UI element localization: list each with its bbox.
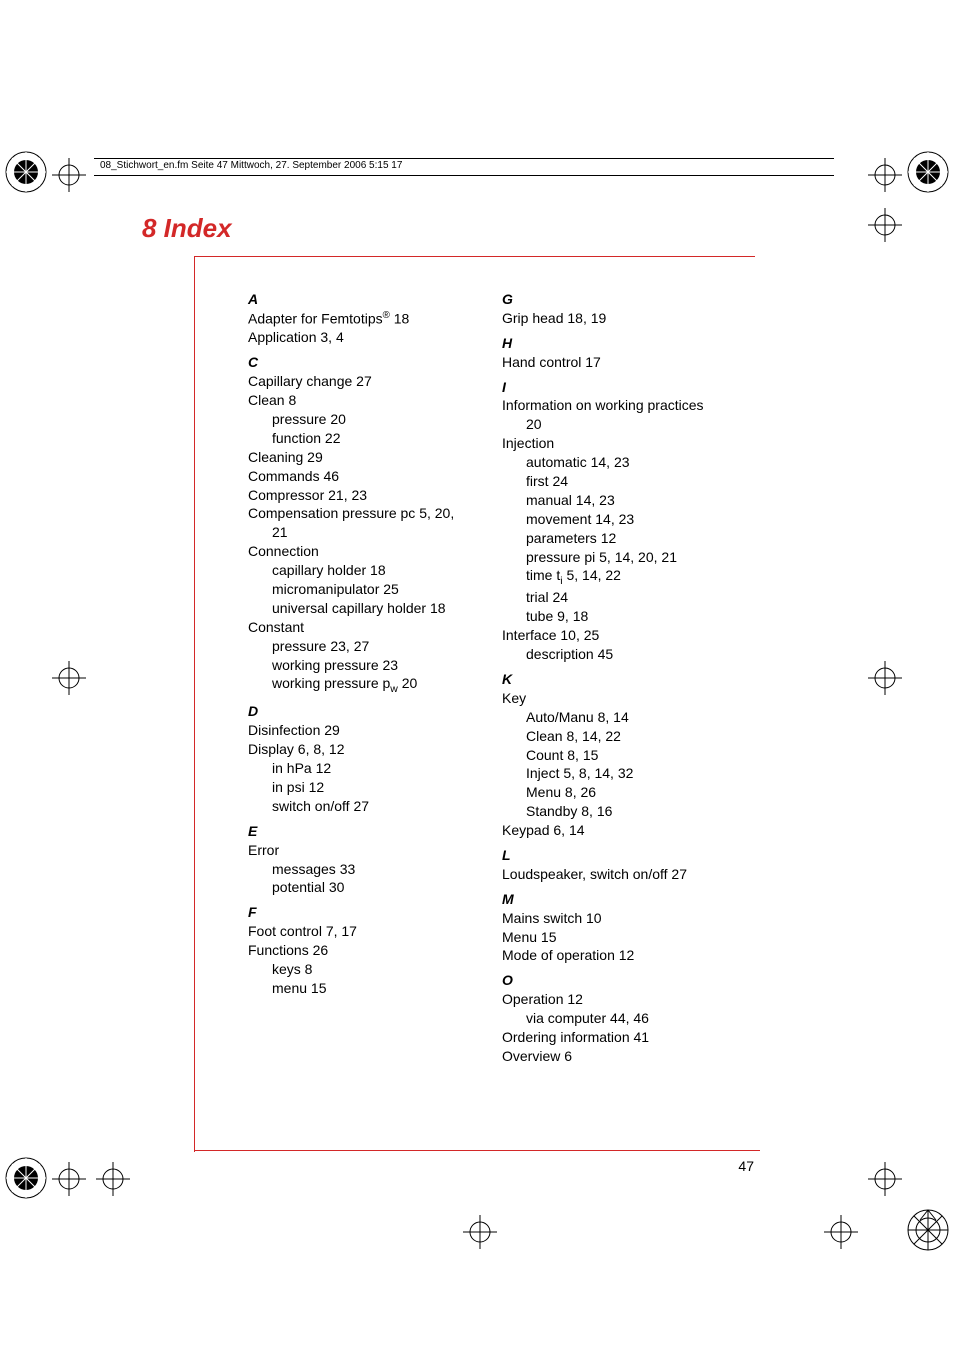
index-subentry: universal capillary holder 18 bbox=[248, 599, 502, 618]
index-entry: Mains switch 10 bbox=[502, 909, 756, 928]
chapter-title: 8 Index bbox=[142, 213, 232, 244]
index-subentry: description 45 bbox=[502, 645, 756, 664]
index-subentry: potential 30 bbox=[248, 878, 502, 897]
index-subentry: in psi 12 bbox=[248, 778, 502, 797]
index-subentry: capillary holder 18 bbox=[248, 561, 502, 580]
index-subentry: first 24 bbox=[502, 472, 756, 491]
registration-cross-icon bbox=[868, 661, 902, 695]
registration-cross-icon bbox=[463, 1215, 497, 1249]
index-entry: Compressor 21, 23 bbox=[248, 486, 502, 505]
index-entry: Compensation pressure pc 5, 20, bbox=[248, 504, 502, 523]
index-entry: Ordering information 41 bbox=[502, 1028, 756, 1047]
index-subentry: working pressure 23 bbox=[248, 656, 502, 675]
index-entry: Foot control 7, 17 bbox=[248, 922, 502, 941]
index-letter: I bbox=[502, 378, 756, 397]
registration-cross-icon bbox=[52, 158, 86, 192]
index-subentry: in hPa 12 bbox=[248, 759, 502, 778]
index-subentry: working pressure pw 20 bbox=[248, 674, 502, 696]
registered-symbol: ® bbox=[383, 310, 390, 321]
index-subentry: Inject 5, 8, 14, 32 bbox=[502, 764, 756, 783]
index-subentry: Clean 8, 14, 22 bbox=[502, 727, 756, 746]
index-entry: Adapter for Femtotips® 18 bbox=[248, 309, 502, 329]
index-subentry: parameters 12 bbox=[502, 529, 756, 548]
index-entry: Functions 26 bbox=[248, 941, 502, 960]
registration-cross-icon bbox=[868, 208, 902, 242]
index-subentry: 20 bbox=[502, 415, 756, 434]
index-entry: Hand control 17 bbox=[502, 353, 756, 372]
index-entry: Overview 6 bbox=[502, 1047, 756, 1066]
index-subentry: time ti 5, 14, 22 bbox=[502, 566, 756, 588]
index-letter: F bbox=[248, 903, 502, 922]
index-entry: Mode of operation 12 bbox=[502, 946, 756, 965]
page-number: 47 bbox=[738, 1158, 754, 1174]
index-entry: Key bbox=[502, 689, 756, 708]
registration-cross-icon bbox=[868, 158, 902, 192]
registration-cross-icon bbox=[96, 1162, 130, 1196]
index-subentry: Standby 8, 16 bbox=[502, 802, 756, 821]
registration-cross-icon bbox=[52, 661, 86, 695]
index-subentry: pressure 20 bbox=[248, 410, 502, 429]
registration-rosette-icon bbox=[906, 1208, 950, 1252]
registration-cross-icon bbox=[824, 1215, 858, 1249]
index-entry: Interface 10, 25 bbox=[502, 626, 756, 645]
index-subentry: switch on/off 27 bbox=[248, 797, 502, 816]
index-letter: H bbox=[502, 334, 756, 353]
index-letter: O bbox=[502, 971, 756, 990]
index-subentry: tube 9, 18 bbox=[502, 607, 756, 626]
index-entry: Information on working practices bbox=[502, 396, 756, 415]
index-subentry: Menu 8, 26 bbox=[502, 783, 756, 802]
index-subentry: movement 14, 23 bbox=[502, 510, 756, 529]
registration-rosette-icon bbox=[4, 150, 48, 194]
index-entry: Capillary change 27 bbox=[248, 372, 502, 391]
index-entry: Keypad 6, 14 bbox=[502, 821, 756, 840]
index-subentry: manual 14, 23 bbox=[502, 491, 756, 510]
index-subentry: Auto/Manu 8, 14 bbox=[502, 708, 756, 727]
index-entry: Constant bbox=[248, 618, 502, 637]
index-entry: Cleaning 29 bbox=[248, 448, 502, 467]
index-entry: Connection bbox=[248, 542, 502, 561]
index-columns: A Adapter for Femtotips® 18 Application … bbox=[248, 290, 758, 1066]
index-entry: Commands 46 bbox=[248, 467, 502, 486]
registration-cross-icon bbox=[868, 1162, 902, 1196]
index-letter: L bbox=[502, 846, 756, 865]
index-letter: D bbox=[248, 702, 502, 721]
registration-cross-icon bbox=[52, 1162, 86, 1196]
index-entry: Menu 15 bbox=[502, 928, 756, 947]
index-subentry: pressure 23, 27 bbox=[248, 637, 502, 656]
index-subentry: 21 bbox=[248, 523, 502, 542]
index-entry: Loudspeaker, switch on/off 27 bbox=[502, 865, 756, 884]
index-subentry: micromanipulator 25 bbox=[248, 580, 502, 599]
index-column-right: G Grip head 18, 19 H Hand control 17 I I… bbox=[502, 290, 756, 1066]
index-entry: Disinfection 29 bbox=[248, 721, 502, 740]
index-entry: Grip head 18, 19 bbox=[502, 309, 756, 328]
index-letter: K bbox=[502, 670, 756, 689]
index-letter: M bbox=[502, 890, 756, 909]
registration-rosette-icon bbox=[4, 1156, 48, 1200]
index-subentry: pressure pi 5, 14, 20, 21 bbox=[502, 548, 756, 567]
index-letter: G bbox=[502, 290, 756, 309]
index-entry: Application 3, 4 bbox=[248, 328, 502, 347]
index-subentry: messages 33 bbox=[248, 860, 502, 879]
content-bottom-rule bbox=[194, 1150, 760, 1151]
subscript: w bbox=[390, 683, 398, 695]
page-header-info: 08_Stichwort_en.fm Seite 47 Mittwoch, 27… bbox=[100, 160, 402, 171]
index-entry: Operation 12 bbox=[502, 990, 756, 1009]
index-column-left: A Adapter for Femtotips® 18 Application … bbox=[248, 290, 502, 1066]
index-entry: Injection bbox=[502, 434, 756, 453]
index-letter: E bbox=[248, 822, 502, 841]
index-entry: Error bbox=[248, 841, 502, 860]
registration-rosette-icon bbox=[906, 150, 950, 194]
index-subentry: menu 15 bbox=[248, 979, 502, 998]
index-subentry: keys 8 bbox=[248, 960, 502, 979]
index-entry: Clean 8 bbox=[248, 391, 502, 410]
index-subentry: via computer 44, 46 bbox=[502, 1009, 756, 1028]
index-subentry: automatic 14, 23 bbox=[502, 453, 756, 472]
index-letter: A bbox=[248, 290, 502, 309]
index-entry: Display 6, 8, 12 bbox=[248, 740, 502, 759]
index-subentry: trial 24 bbox=[502, 588, 756, 607]
index-letter: C bbox=[248, 353, 502, 372]
index-subentry: Count 8, 15 bbox=[502, 746, 756, 765]
index-subentry: function 22 bbox=[248, 429, 502, 448]
